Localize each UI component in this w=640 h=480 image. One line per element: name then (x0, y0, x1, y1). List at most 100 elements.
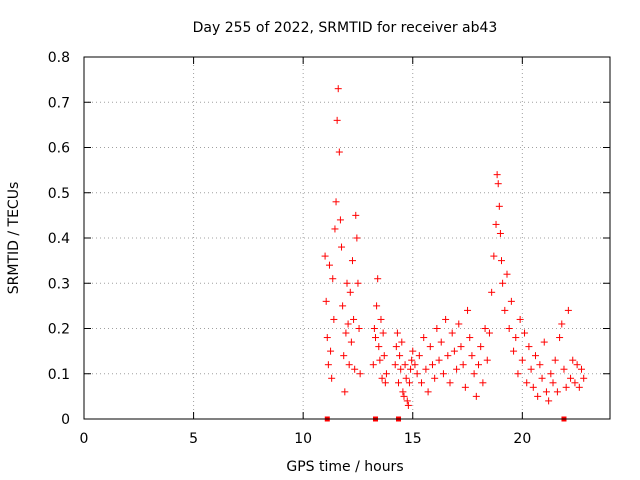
data-point (398, 338, 406, 346)
data-point (393, 329, 401, 337)
data-point (382, 370, 390, 378)
data-point (322, 297, 330, 305)
data-point (464, 306, 472, 314)
x-tick-label: 15 (404, 431, 422, 447)
data-point (446, 379, 454, 387)
data-point (335, 148, 343, 156)
data-point (475, 361, 482, 369)
data-point (341, 388, 349, 396)
data-point (542, 388, 550, 396)
data-point (488, 288, 496, 296)
data-point (351, 365, 359, 373)
data-point (424, 388, 432, 396)
data-point (325, 261, 333, 269)
data-point (396, 352, 404, 360)
data-point (404, 401, 412, 409)
data-point (340, 352, 348, 360)
data-point (342, 329, 350, 337)
data-point (439, 370, 447, 378)
data-point (400, 392, 408, 400)
data-point (556, 334, 564, 342)
x-tick-label: 10 (294, 431, 312, 447)
data-point (531, 352, 539, 360)
data-point (459, 361, 467, 369)
data-point (494, 180, 502, 188)
data-point (470, 370, 478, 378)
data-point (527, 365, 535, 373)
data-point (435, 356, 443, 364)
data-point (575, 383, 583, 391)
data-point (538, 374, 546, 382)
data-point (468, 352, 476, 360)
data-point (501, 306, 509, 314)
data-point (321, 252, 329, 260)
y-tick-label: 0.8 (48, 50, 70, 66)
data-point (334, 85, 342, 93)
data-point (377, 315, 385, 323)
data-point (328, 374, 336, 382)
data-point (355, 325, 363, 332)
data-point (402, 374, 410, 382)
data-point (420, 334, 428, 342)
data-point (551, 356, 559, 364)
data-point (564, 306, 572, 314)
data-point (534, 392, 542, 400)
data-point (378, 374, 386, 382)
data-point (453, 365, 461, 373)
data-point (356, 370, 364, 378)
data-point (324, 361, 332, 369)
data-point (466, 334, 474, 342)
data-point (374, 275, 382, 283)
data-point (411, 361, 419, 369)
data-point (495, 202, 503, 210)
y-tick-label: 0.2 (48, 322, 70, 338)
data-point (428, 361, 436, 369)
data-point (418, 379, 426, 387)
grid-lines (84, 57, 610, 419)
x-tick-label: 5 (189, 431, 198, 447)
data-point (490, 252, 498, 260)
data-point (571, 379, 579, 387)
data-point (461, 383, 469, 391)
data-point (350, 315, 358, 323)
data-point (448, 329, 456, 337)
data-point (369, 361, 377, 369)
data-point (547, 370, 555, 378)
data-point (518, 356, 526, 364)
data-point (353, 234, 361, 242)
data-point (450, 347, 458, 355)
data-point (525, 343, 533, 351)
x-tick-label: 0 (80, 431, 89, 447)
data-point (413, 370, 421, 378)
y-tick-label: 0.1 (48, 367, 70, 383)
chart-title: Day 255 of 2022, SRMTID for receiver ab4… (193, 20, 498, 36)
data-point (333, 116, 341, 124)
data-point (477, 343, 485, 351)
data-point (379, 329, 387, 337)
data-point (408, 356, 416, 364)
data-point (578, 365, 586, 373)
data-point (485, 329, 493, 337)
data-point (426, 343, 434, 351)
data-point (580, 374, 588, 382)
data-point (323, 334, 331, 342)
data-point (409, 347, 417, 355)
data-point (455, 320, 463, 328)
data-point (347, 338, 355, 346)
data-point (346, 288, 354, 296)
data-point (457, 343, 465, 351)
data-point (442, 315, 450, 323)
data-point (330, 315, 338, 323)
data-point (567, 374, 575, 382)
data-point (422, 365, 430, 373)
data-point (553, 388, 561, 396)
data-point (381, 379, 389, 387)
data-point (493, 171, 501, 179)
data-point (444, 352, 452, 360)
data-point (512, 334, 520, 342)
data-point (510, 347, 518, 355)
data-point (391, 361, 399, 369)
data-point (327, 347, 335, 355)
